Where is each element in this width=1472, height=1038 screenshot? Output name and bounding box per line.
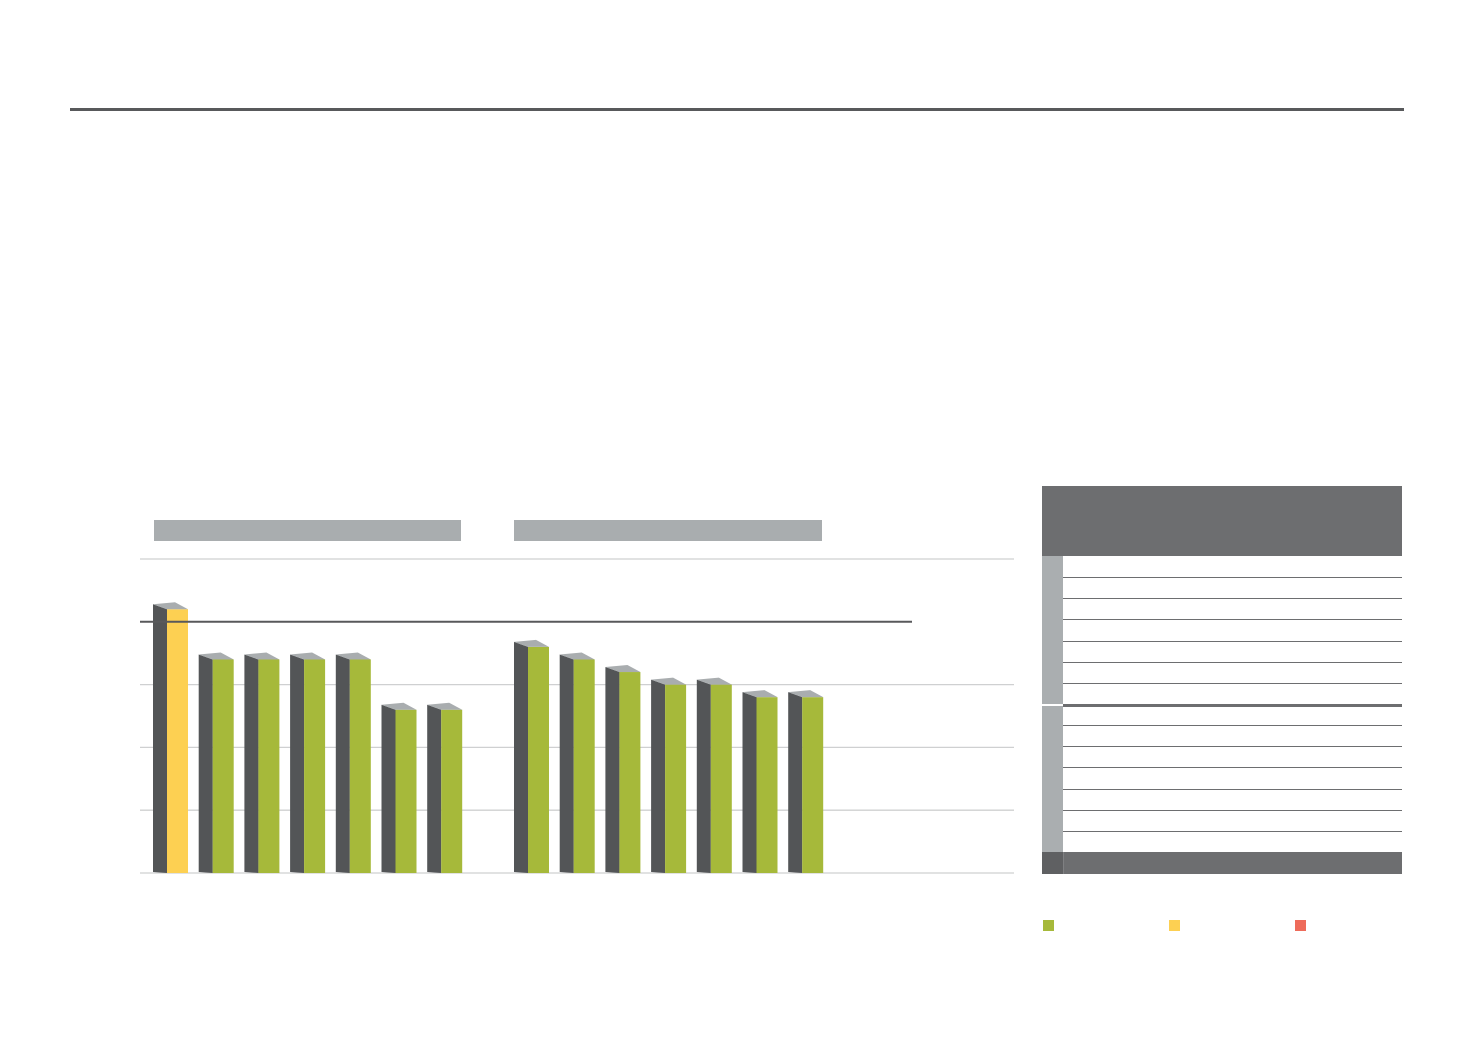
data-table: [1042, 486, 1402, 874]
bar: [349, 659, 371, 873]
table-row: [1063, 725, 1402, 727]
bar: [258, 659, 280, 873]
bar: [756, 697, 778, 873]
bar-side: [651, 679, 666, 873]
bar: [573, 659, 595, 873]
legend-swatch-red: [1295, 920, 1306, 931]
bar-side: [427, 704, 442, 873]
bar: [167, 609, 188, 873]
table-row: [1063, 788, 1402, 790]
bar-side: [381, 704, 396, 873]
bar: [802, 697, 824, 873]
bar-side: [514, 641, 528, 873]
table-row: [1063, 577, 1402, 579]
bar-cap: [335, 652, 371, 660]
group-header-1: [154, 520, 461, 541]
table-footer: [1042, 852, 1402, 874]
bar-side: [198, 654, 213, 873]
legend-swatch-green: [1043, 920, 1054, 931]
table-row: [1063, 619, 1402, 621]
table-row: [1063, 598, 1402, 600]
bar-side: [742, 692, 757, 873]
bar-side: [335, 654, 350, 873]
bar-cap: [244, 652, 280, 660]
bar-cap: [153, 602, 188, 610]
bar-side: [559, 654, 574, 873]
table-row: [1063, 767, 1402, 769]
bar-side: [153, 604, 167, 873]
bar: [665, 684, 687, 873]
table-row: [1063, 640, 1402, 642]
bar-cap: [381, 702, 417, 710]
table-footer-cell: [1042, 852, 1064, 874]
bar-side: [788, 692, 803, 873]
table-row: [1063, 746, 1402, 748]
bar-cap: [788, 690, 824, 698]
bar-side: [244, 654, 259, 873]
table-header: [1042, 486, 1402, 556]
bar-cap: [198, 652, 234, 660]
table-group-label: [1042, 556, 1063, 704]
bar: [395, 709, 417, 873]
table-row: [1063, 704, 1402, 707]
bar-cap: [514, 639, 549, 647]
bar: [304, 659, 326, 873]
table-row: [1063, 809, 1402, 811]
group-header-2: [514, 520, 822, 541]
top-divider: [70, 108, 1404, 111]
bar-cap: [696, 677, 732, 685]
bar: [212, 659, 234, 873]
bar-cap: [651, 677, 687, 685]
bar-cap: [290, 652, 326, 660]
bar-side: [605, 667, 620, 873]
bar: [441, 709, 463, 873]
table-group-label: [1042, 706, 1063, 852]
table-row: [1063, 661, 1402, 663]
bar: [710, 684, 732, 873]
bar-side: [696, 679, 711, 873]
bar-cap: [559, 652, 595, 660]
bar: [528, 646, 549, 873]
bar-side: [290, 654, 305, 873]
table-row: [1063, 830, 1402, 832]
legend-swatch-yellow: [1169, 920, 1180, 931]
bar: [619, 672, 641, 873]
bar-cap: [742, 690, 778, 698]
table-row: [1063, 682, 1402, 684]
bar-cap: [427, 702, 463, 710]
bar-cap: [605, 665, 641, 673]
